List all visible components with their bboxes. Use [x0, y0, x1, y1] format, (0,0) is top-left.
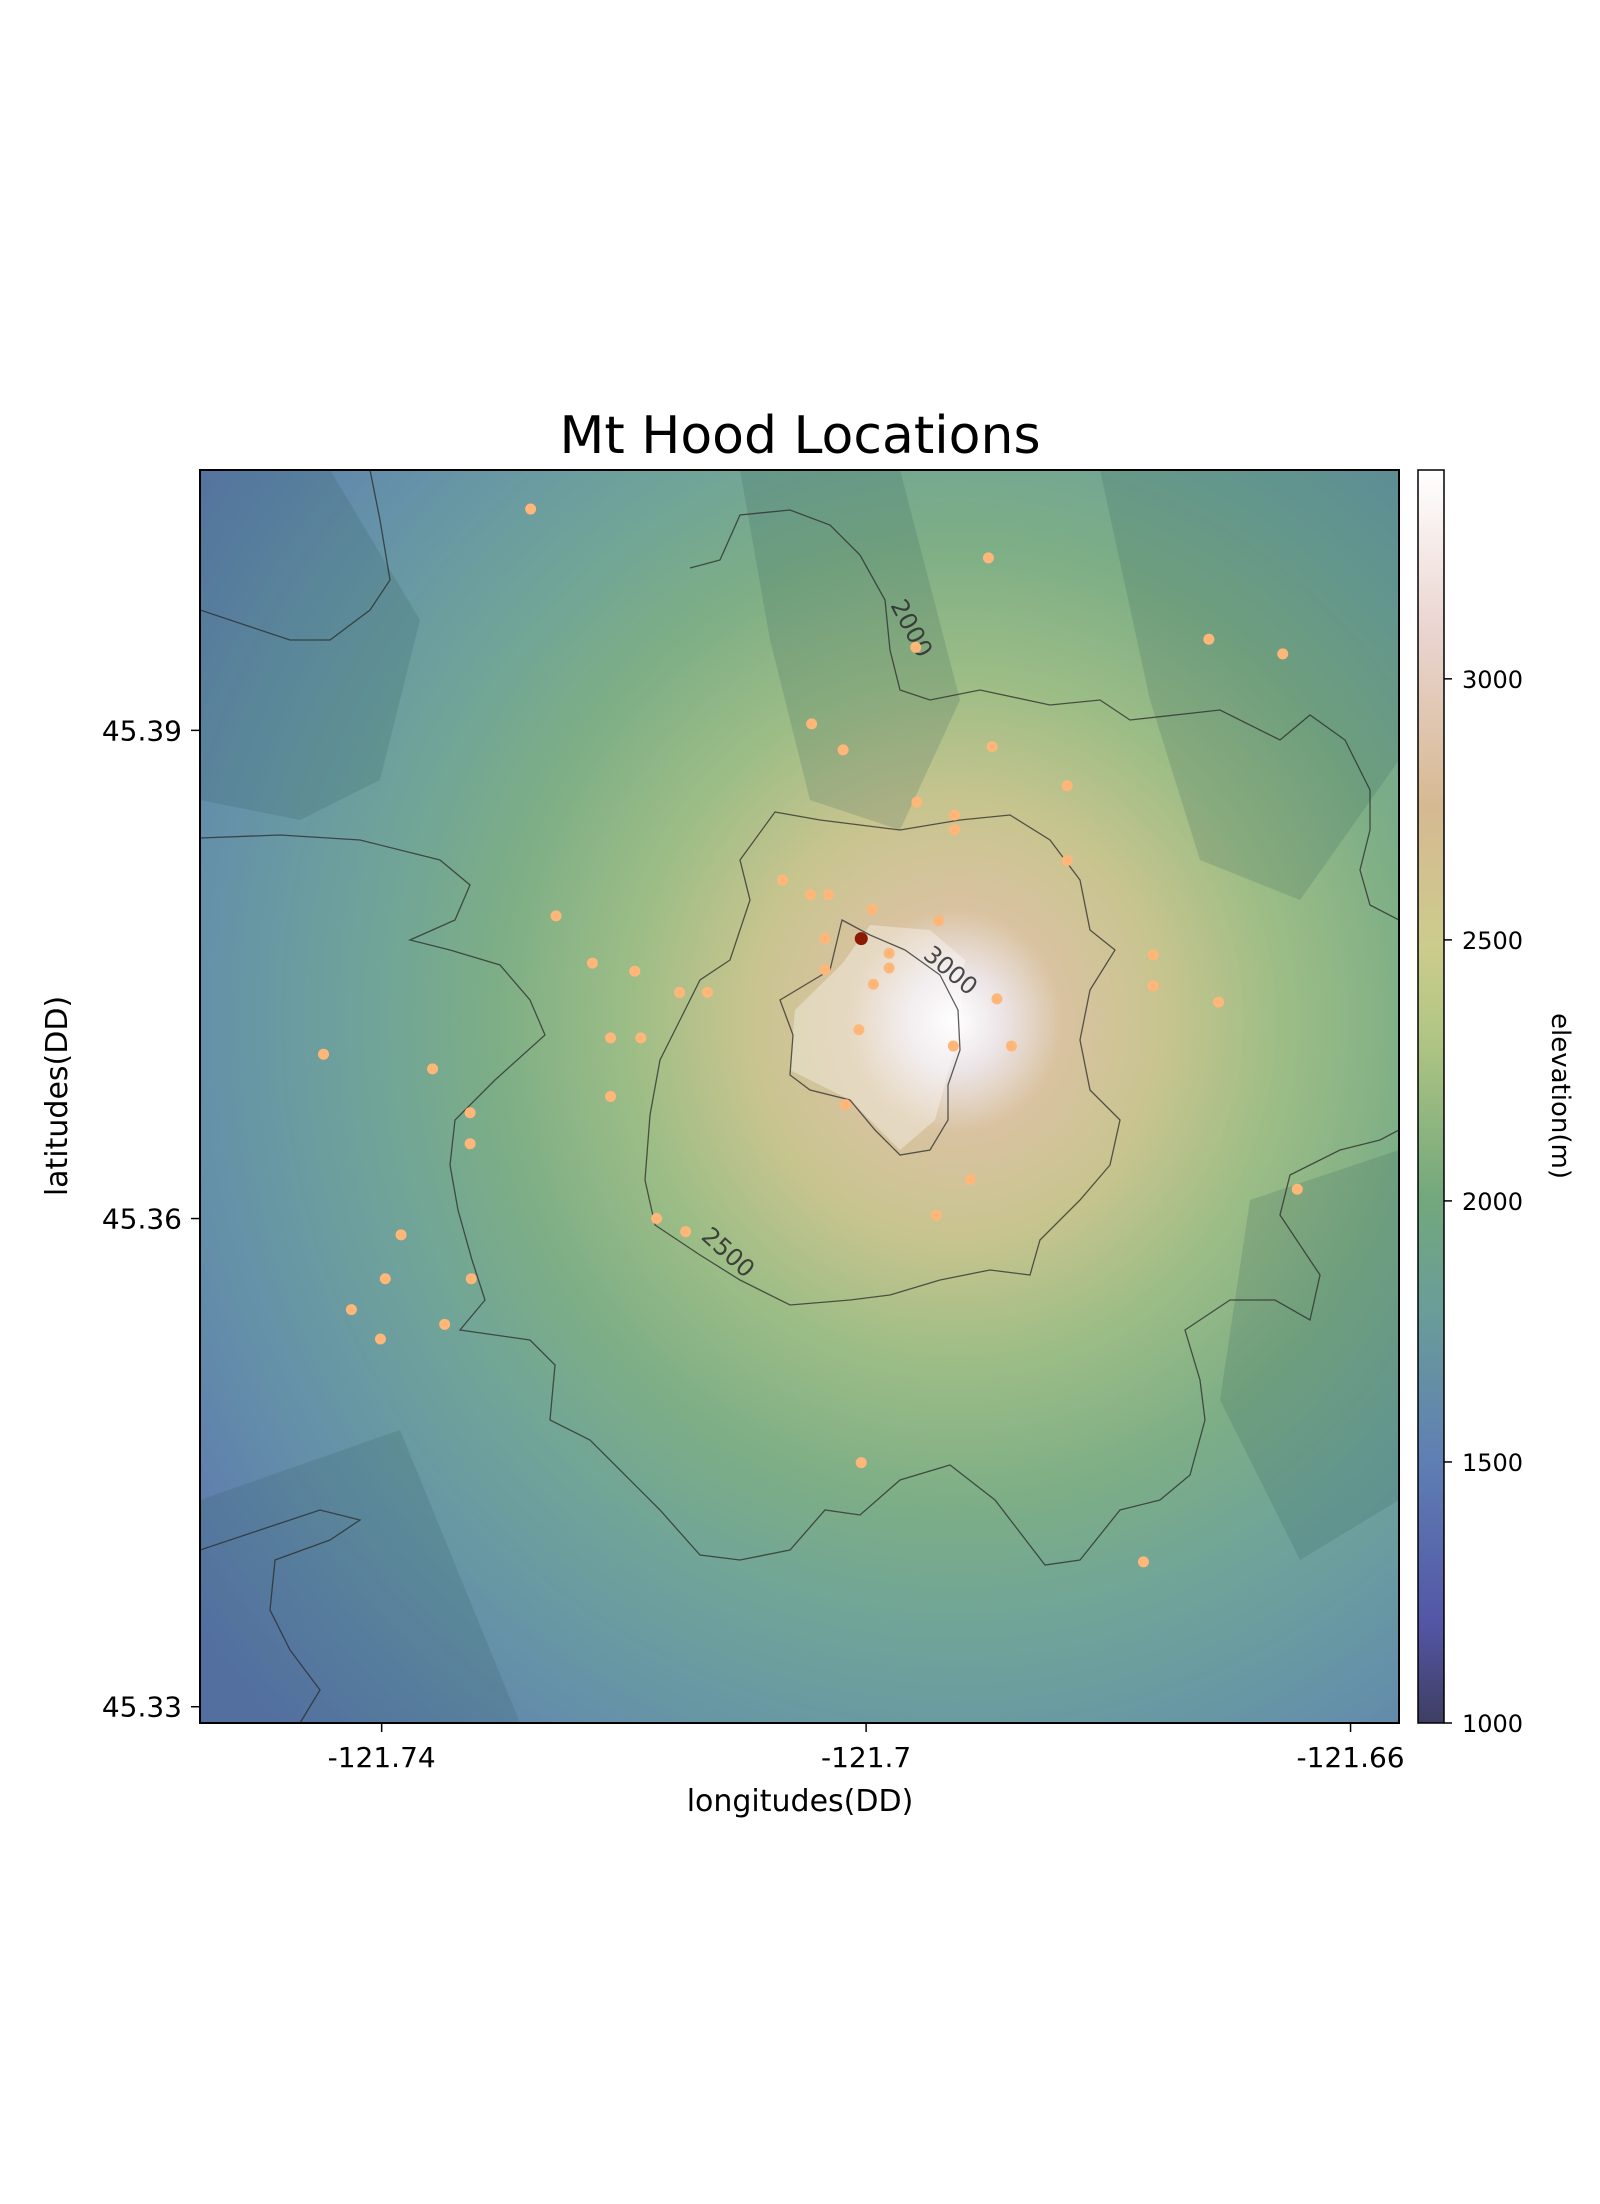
- x-axis: -121.74 -121.7 -121.66: [328, 1723, 1405, 1774]
- location-point: [379, 1273, 391, 1285]
- contour-3000: [779, 919, 961, 1156]
- location-point: [465, 1273, 477, 1285]
- location-point: [910, 641, 922, 653]
- colorbar: [1417, 469, 1445, 1724]
- location-point: [674, 986, 686, 998]
- location-point: [464, 1107, 476, 1119]
- location-point: [395, 1229, 407, 1241]
- location-point: [1147, 980, 1159, 992]
- location-point: [1291, 1183, 1303, 1195]
- y-axis: 45.33 45.36 45.39: [102, 714, 200, 1724]
- location-point: [318, 1048, 330, 1060]
- highlighted-location-point: [854, 932, 868, 946]
- location-point: [605, 1032, 617, 1044]
- location-point: [883, 962, 895, 974]
- location-point: [911, 796, 923, 808]
- location-point: [933, 915, 945, 927]
- location-point: [629, 965, 641, 977]
- location-point: [550, 910, 562, 922]
- map-frame: [199, 469, 1400, 1724]
- location-point: [855, 1457, 867, 1469]
- colorbar-ticks: 1000 1500 2000 2500 3000: [1444, 666, 1523, 1738]
- summit-snowfield: [790, 925, 965, 1150]
- colorbar-tick-label: 1500: [1462, 1449, 1523, 1477]
- location-point: [986, 741, 998, 753]
- location-point: [947, 1040, 959, 1052]
- contour-2000: [200, 834, 1399, 1566]
- location-point: [866, 903, 878, 915]
- location-point: [819, 933, 831, 945]
- location-point: [964, 1173, 976, 1185]
- colorbar-label: elevation(m): [1545, 1013, 1575, 1179]
- location-point: [837, 744, 849, 756]
- location-point: [930, 1209, 942, 1221]
- contour-2000-north: [689, 509, 1399, 921]
- location-point: [464, 1138, 476, 1150]
- location-point: [635, 1032, 647, 1044]
- y-tick-label: 45.39: [102, 714, 182, 747]
- chart-title: Mt Hood Locations: [559, 406, 1040, 466]
- y-tick-label: 45.33: [102, 1691, 182, 1724]
- location-point: [777, 874, 789, 886]
- map-area[interactable]: 2000 2500 3000: [200, 470, 1399, 1723]
- location-point: [1277, 648, 1289, 660]
- location-point: [427, 1063, 439, 1075]
- colorbar-tick-label: 2500: [1462, 927, 1523, 955]
- location-point: [586, 957, 598, 969]
- location-point: [439, 1318, 451, 1330]
- location-point: [867, 978, 879, 990]
- x-tick-label: -121.66: [1297, 1741, 1405, 1774]
- colorbar-tick-label: 3000: [1462, 666, 1523, 694]
- location-point: [1213, 996, 1225, 1008]
- location-point: [804, 889, 816, 901]
- y-axis-label: latitudes(DD): [40, 996, 75, 1196]
- location-point: [680, 1226, 692, 1238]
- location-point: [1005, 1040, 1017, 1052]
- location-point: [1061, 780, 1073, 792]
- contour-lowland-west: [200, 470, 391, 1723]
- location-point: [701, 986, 713, 998]
- x-tick-label: -121.7: [821, 1741, 911, 1774]
- location-point: [1137, 1556, 1149, 1568]
- location-point: [525, 503, 537, 515]
- location-point: [949, 824, 961, 836]
- location-point: [949, 809, 961, 821]
- location-point: [883, 947, 895, 959]
- location-markers: [318, 503, 1303, 1568]
- ridge-shading: [200, 470, 1399, 1723]
- location-point: [982, 552, 994, 564]
- location-point: [853, 1024, 865, 1036]
- location-point: [374, 1333, 386, 1345]
- location-point: [1147, 949, 1159, 961]
- x-axis-label: longitudes(DD): [687, 1784, 914, 1819]
- location-point: [819, 964, 831, 976]
- location-point: [1061, 855, 1073, 867]
- location-point: [806, 718, 818, 730]
- colorbar-tick-label: 2000: [1462, 1188, 1523, 1216]
- location-point: [651, 1213, 663, 1225]
- terrain-relief: [200, 470, 1399, 1723]
- location-point: [840, 1099, 852, 1111]
- location-point: [823, 889, 835, 901]
- colorbar-tick-label: 1000: [1462, 1710, 1523, 1738]
- location-point: [991, 993, 1003, 1005]
- y-tick-label: 45.36: [102, 1203, 182, 1236]
- x-tick-label: -121.74: [328, 1741, 436, 1774]
- location-point: [1203, 633, 1215, 645]
- location-point: [345, 1304, 357, 1316]
- location-point: [605, 1091, 617, 1102]
